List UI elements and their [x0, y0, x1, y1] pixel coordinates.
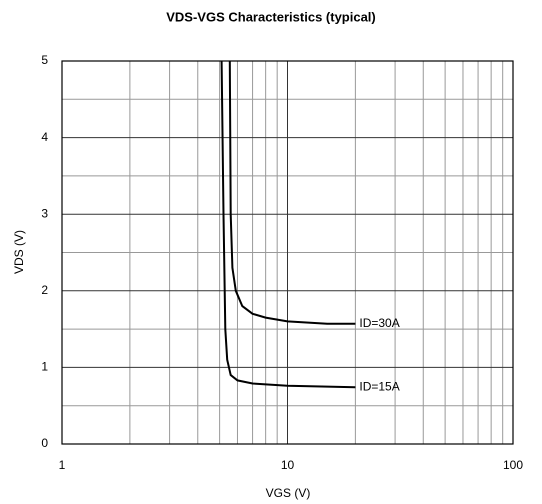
line-series: [228, 60, 356, 325]
x-tick-label: 1: [59, 458, 66, 472]
y-tick-label: 1: [41, 360, 48, 374]
x-axis-label: VGS (V): [266, 486, 311, 500]
chart-title: VDS-VGS Characteristics (typical): [166, 9, 376, 24]
y-tick-label: 0: [41, 436, 48, 450]
series-label: ID=30A: [359, 316, 399, 330]
y-tick-label: 3: [41, 206, 48, 220]
y-tick-label: 2: [41, 283, 48, 297]
line-series: [220, 60, 356, 389]
plot-frame: [61, 60, 514, 445]
x-tick-label: 10: [281, 458, 295, 472]
y-tick-label: 5: [41, 53, 48, 67]
y-tick-label: 4: [41, 130, 48, 144]
y-axis-label: VDS (V): [12, 230, 26, 274]
x-tick-label: 100: [503, 458, 523, 472]
series-label: ID=15A: [359, 379, 399, 393]
